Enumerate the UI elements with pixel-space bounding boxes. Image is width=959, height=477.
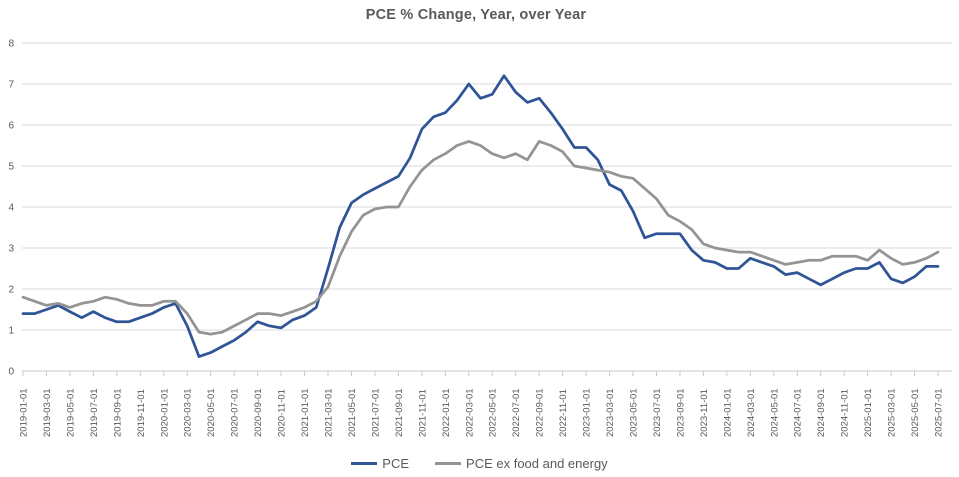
x-axis-tick-label: 2022-03-01	[464, 388, 475, 437]
x-axis-tick-label: 2021-01-01	[300, 388, 311, 437]
x-axis-tick-label: 2024-07-01	[793, 388, 804, 437]
x-axis-tick-label: 2020-03-01	[183, 388, 194, 437]
x-axis-tick-label: 2024-01-01	[722, 388, 733, 437]
legend-label-core-pce: PCE ex food and energy	[466, 455, 608, 471]
x-axis-tick-label: 2023-01-01	[582, 388, 593, 437]
x-axis-tick-label: 2021-03-01	[324, 388, 335, 437]
y-axis-tick-label: 8	[8, 39, 14, 50]
legend-item-pce: PCE	[351, 456, 409, 471]
y-axis-tick-label: 5	[8, 162, 14, 173]
x-axis-tick-label: 2020-07-01	[230, 388, 241, 437]
x-axis-tick-label: 2025-01-01	[863, 388, 874, 437]
x-axis-tick-label: 2022-05-01	[488, 388, 499, 437]
x-axis-tick-label: 2024-11-01	[840, 389, 851, 437]
x-axis-tick-label: 2022-09-01	[535, 388, 546, 437]
x-axis-tick-label: 2024-05-01	[769, 388, 780, 437]
y-axis-labels: 0 1 2 3 4 5 6 7 8	[8, 39, 14, 378]
core-pce-line-swatch	[435, 461, 462, 465]
x-axis-tick-label: 2020-09-01	[253, 388, 264, 437]
x-axis-tick-label: 2025-05-01	[910, 388, 921, 437]
y-axis-tick-label: 3	[8, 244, 14, 255]
x-axis-tick-label: 2020-01-01	[159, 388, 170, 437]
legend-label-pce: PCE	[382, 455, 410, 471]
x-axis-tick-label: 2019-09-01	[112, 388, 123, 437]
y-axis-tick-label: 6	[8, 121, 14, 132]
x-axis-tick-label: 2023-03-01	[605, 388, 616, 437]
x-axis-tick-label: 2025-03-01	[887, 388, 898, 437]
pce-line-swatch	[351, 461, 378, 465]
x-axis-tick-label: 2019-03-01	[42, 388, 53, 437]
y-axis-tick-label: 7	[8, 80, 14, 91]
y-axis-tick-label: 1	[8, 326, 14, 337]
x-axis-tick-label: 2024-09-01	[816, 388, 827, 437]
gridlines	[22, 42, 952, 372]
x-axis-tick-label: 2023-11-01	[699, 389, 710, 437]
x-axis-tick-label: 2024-03-01	[746, 388, 757, 437]
x-axis-tick-label: 2020-05-01	[206, 388, 217, 437]
y-axis-tick-label: 4	[8, 203, 14, 214]
x-axis-labels: 2019-01-01 2019-03-01 2019-05-01 2019-07-01…	[19, 388, 945, 437]
x-axis-tick-label: 2021-09-01	[394, 388, 405, 437]
x-axis-tick-label: 2022-11-01	[558, 389, 569, 437]
legend-item-core-pce: PCE ex food and energy	[435, 456, 608, 471]
x-axis-tick-label: 2023-05-01	[629, 388, 640, 437]
x-axis-tick-label: 2020-11-01	[277, 389, 288, 437]
x-axis-tick-label: 2022-01-01	[441, 388, 452, 437]
x-axis-tick-label: 2019-01-01	[19, 388, 30, 437]
x-axis-tick-label: 2022-07-01	[511, 388, 522, 437]
x-axis-tick-label: 2025-07-01	[934, 388, 945, 437]
y-axis-tick-label: 2	[8, 285, 14, 296]
x-axis-tick-label: 2023-07-01	[652, 388, 663, 437]
x-axis-tick-label: 2021-11-01	[417, 389, 428, 437]
x-axis-tick-label: 2023-09-01	[675, 388, 686, 437]
x-axis-tick-label: 2019-07-01	[89, 388, 100, 437]
pce-line-series	[21, 74, 940, 358]
chart-title: PCE % Change, Year, over Year	[365, 7, 587, 23]
x-axis-tick-label: 2021-07-01	[370, 388, 381, 437]
y-axis-tick-label: 0	[8, 367, 14, 378]
core-pce-line-series	[21, 140, 940, 336]
x-axis-tick-label: 2019-05-01	[65, 388, 76, 437]
chart-legend: PCE PCE ex food and energy	[0, 453, 959, 473]
x-axis	[22, 370, 952, 376]
x-axis-tick-label: 2021-05-01	[347, 388, 358, 437]
x-axis-tick-label: 2019-11-01	[136, 389, 147, 437]
